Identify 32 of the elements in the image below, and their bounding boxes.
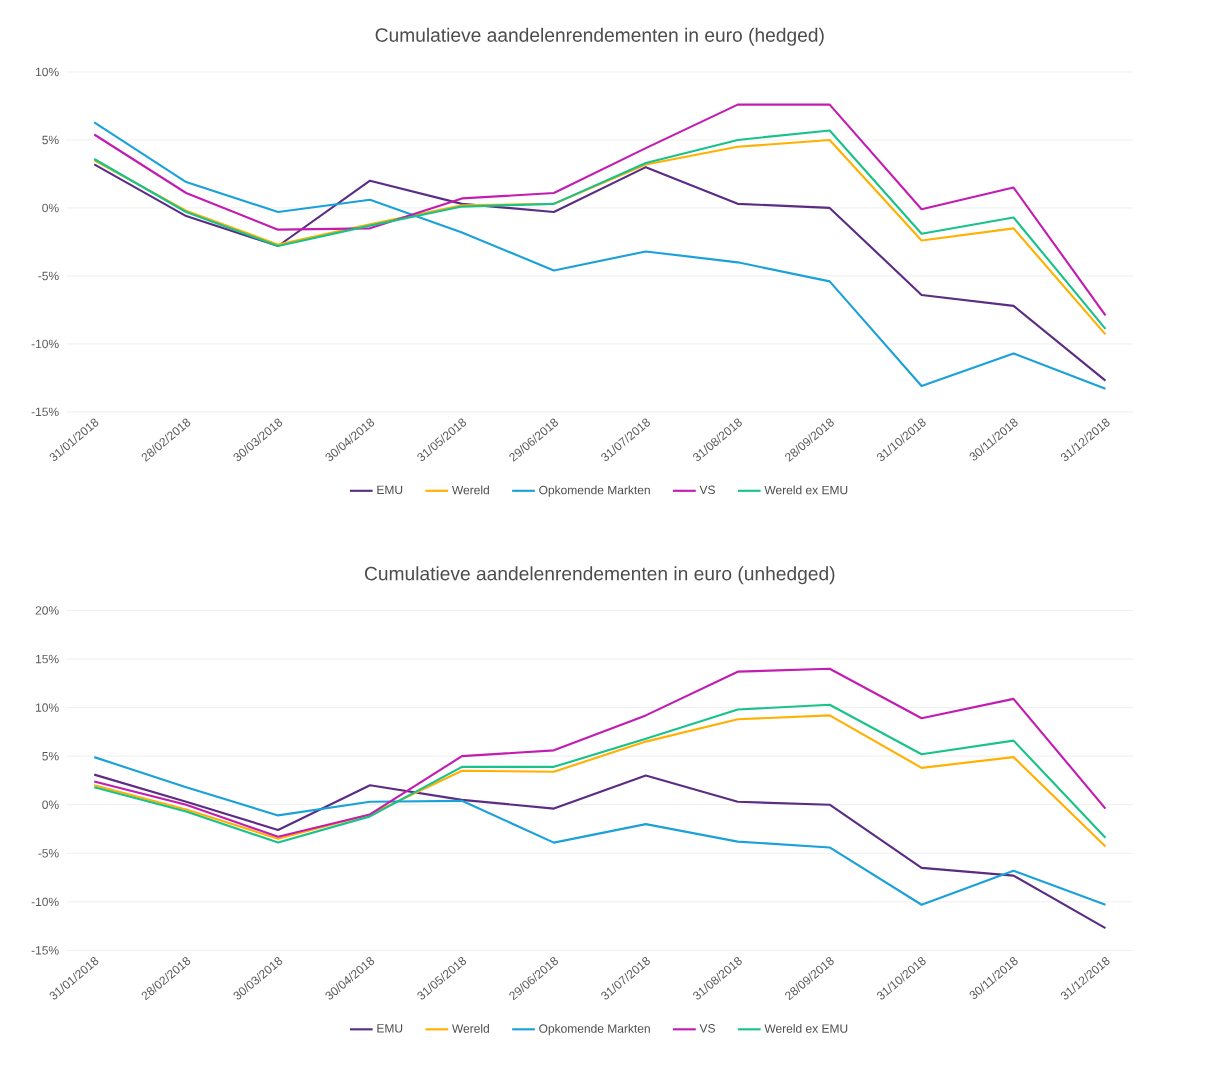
line-series xyxy=(93,163,1107,382)
legend-label: Wereld xyxy=(452,1023,489,1033)
y-tick-label: 10% xyxy=(36,703,59,712)
legend-label: VS xyxy=(699,1023,715,1033)
line-series xyxy=(93,667,1107,838)
y-tick-label: -10% xyxy=(31,339,59,348)
legend-label: EMU xyxy=(377,1024,403,1033)
legend-label: EMU xyxy=(377,485,403,494)
line-series xyxy=(93,773,1107,929)
legend-label: Opkomende Markten xyxy=(539,1023,650,1035)
y-tick-label: -15% xyxy=(31,407,59,416)
y-tick-label: -10% xyxy=(31,897,59,906)
line-series xyxy=(93,755,1107,906)
y-tick-label: 0% xyxy=(42,800,59,809)
legend-label: Wereld ex EMU xyxy=(764,485,848,495)
chart-title: Cumulatieve aandelenrendementen in euro (hedged) xyxy=(375,27,824,46)
y-tick-label: -15% xyxy=(31,946,59,955)
y-tick-label: 15% xyxy=(36,654,59,664)
y-tick-label: 20% xyxy=(35,606,59,615)
legend-label: Opkomende Markten xyxy=(539,485,650,497)
y-tick-label: 5% xyxy=(42,751,59,761)
y-tick-label: -5% xyxy=(38,271,59,280)
legend-label: VS xyxy=(699,485,715,494)
chart-title: Cumulatieve aandelenrendementen in euro (unhedged) xyxy=(364,566,835,585)
line-series xyxy=(93,121,1107,390)
legend-label: Wereld ex EMU xyxy=(764,1023,848,1033)
line-series xyxy=(93,103,1107,317)
y-tick-label: 10% xyxy=(36,67,59,77)
y-tick-label: 0% xyxy=(42,203,59,213)
y-tick-label: 5% xyxy=(42,135,59,145)
y-tick-label: -5% xyxy=(38,848,59,858)
legend-label: Wereld xyxy=(452,485,489,495)
